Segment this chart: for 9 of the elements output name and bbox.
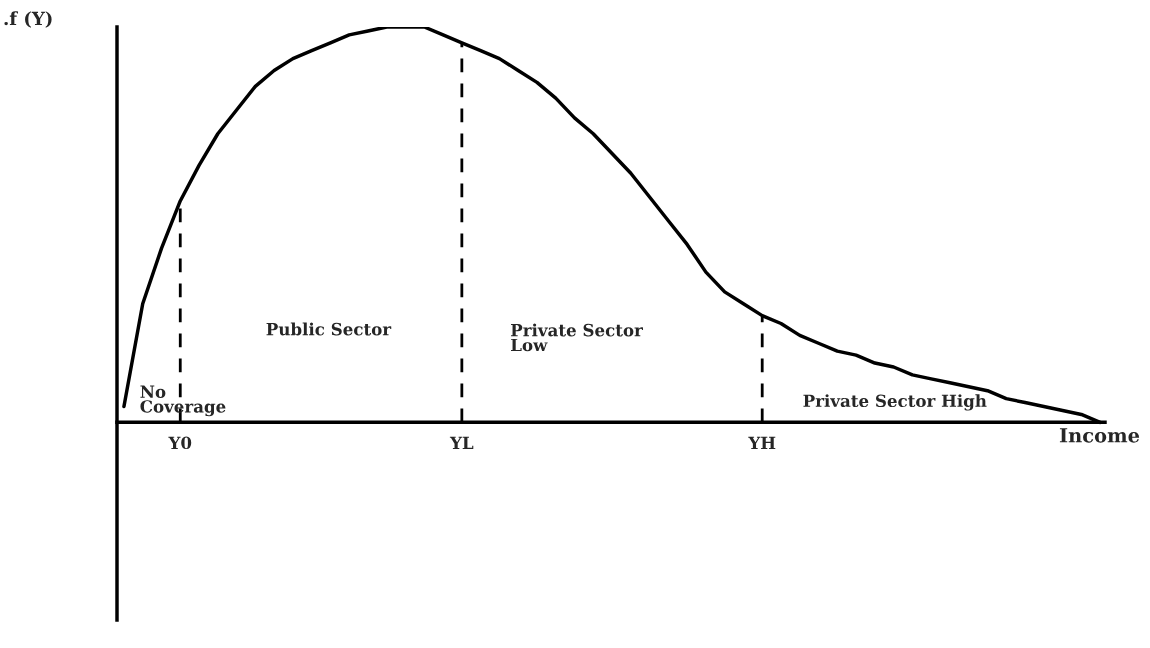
annotation: Private Sector Low [511, 323, 644, 352]
annotation: No Coverage [140, 385, 226, 417]
annotation: Private Sector High [803, 394, 987, 411]
x-tick-label: Y0 [168, 436, 192, 450]
x-axis-title: Income [1059, 428, 1140, 443]
x-tick-label: YH [748, 436, 776, 449]
annotation: Public Sector [266, 322, 392, 336]
x-tick-label: YL [449, 436, 474, 449]
y-axis-title: .f (Y) [4, 11, 52, 28]
